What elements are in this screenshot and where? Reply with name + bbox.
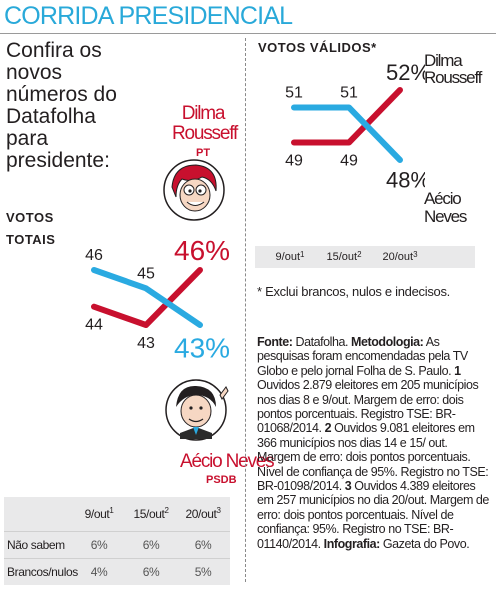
dilma-data-label: 44	[85, 316, 103, 333]
aecio-name: Aécio Neves	[180, 451, 275, 472]
metodologia-text: As pesquisas foram encomendadas pela TV …	[257, 335, 468, 378]
table-date-3-ref: 3	[216, 506, 221, 515]
infografia-text: Gazeta do Povo.	[379, 536, 470, 551]
totais-label-line1: VOTOS	[6, 210, 54, 225]
validos-dilma-name: Dilma Rousseff	[424, 51, 482, 87]
aecio-data-label: 48%	[386, 168, 425, 193]
aecio-data-label: 51	[340, 85, 358, 102]
table-cell: 6%	[142, 538, 160, 552]
dilma-data-label: 52%	[386, 60, 425, 85]
date-1-ref: 1	[300, 250, 305, 259]
dilma-name: Dilma Rousseff	[172, 103, 238, 144]
page-title: CORRIDA PRESIDENCIAL	[4, 2, 293, 30]
date-2: 15/out	[326, 251, 358, 263]
validos-aecio-name-line2: Neves	[424, 207, 467, 226]
table-cell: 5%	[194, 565, 212, 579]
totais-label-line2: TOTAIS	[6, 232, 56, 247]
subtitle-line: novos	[6, 61, 63, 84]
date-1: 9/out	[275, 251, 300, 263]
table-cell: 6%	[194, 538, 212, 552]
validos-dilma-name-line2: Rousseff	[424, 68, 482, 87]
note-2-marker: 2	[324, 421, 332, 436]
aecio-data-label: 45	[137, 265, 155, 282]
dilma-data-label: 49	[285, 152, 303, 169]
date-label-1: 9/out1	[261, 250, 313, 263]
subtitle-line: Datafolha	[6, 105, 96, 128]
validos-aecio-name-line1: Aécio	[424, 189, 462, 208]
aecio-data-label: 46	[85, 247, 103, 264]
table-date-1-ref: 1	[109, 506, 114, 515]
subtitle: Confira os novos números do Datafolha pa…	[6, 40, 176, 172]
validos-date-axis: 9/out1 15/out2 20/out3	[255, 246, 475, 268]
table-date-2: 15/out	[133, 507, 165, 521]
note-1-text: Ouvidos 2.879 eleitores em 205 município…	[257, 378, 479, 436]
table-date-2-ref: 2	[164, 506, 169, 515]
aecio-caricature-icon	[165, 379, 229, 441]
table-row-label: Não sabem	[7, 538, 65, 552]
validos-aecio-name: Aécio Neves	[424, 189, 467, 226]
dilma-data-label: 46%	[174, 240, 230, 266]
totais-label: VOTOS TOTAIS	[6, 207, 55, 251]
note-3-marker: 3	[344, 479, 352, 494]
dilma-caricature-icon	[163, 159, 225, 221]
column-divider	[245, 38, 246, 582]
table-date-3: 20/out	[185, 507, 217, 521]
table-cell: 6%	[142, 565, 160, 579]
dilma-data-label: 43	[137, 335, 155, 352]
aecio-series-line	[291, 104, 403, 163]
validos-dilma-name-line1: Dilma	[424, 51, 463, 70]
aecio-series-line	[91, 267, 203, 328]
aecio-party: PSDB	[206, 474, 237, 486]
subtitle-line: Confira os	[6, 39, 102, 62]
aecio-data-label: 43%	[174, 332, 230, 363]
dilma-series-line	[91, 267, 203, 328]
table-cell: 6%	[90, 538, 108, 552]
table-row: Brancos/nulos 4% 6% 5%	[4, 558, 230, 585]
fonte-label: Fonte:	[257, 335, 293, 349]
metodologia-label: Metodologia:	[351, 335, 424, 349]
dilma-name-line2: Rousseff	[172, 123, 238, 144]
validos-label: VOTOS VÁLIDOS*	[258, 40, 377, 55]
subtitle-line: números do	[6, 83, 117, 106]
dilma-series-line	[291, 87, 403, 146]
date-3-ref: 3	[413, 250, 418, 259]
undecided-table: 9/out1 15/out2 20/out3 Não sabem 6% 6% 6…	[4, 497, 230, 585]
chart-votos-validos: 49 49 52% 51 51 48%	[285, 60, 425, 193]
table-cell: 4%	[90, 565, 108, 579]
subtitle-line: presidente:	[6, 149, 110, 172]
fonte-text: Datafolha.	[292, 335, 352, 349]
subtitle-line: para	[6, 127, 49, 150]
note-3-text: Ouvidos 4.389 eleitores em 257 município…	[257, 479, 489, 551]
methodology-notes: Fonte: Datafolha. Metodologia: As pesqui…	[257, 335, 489, 551]
table-header-date-3: 20/out3	[177, 506, 229, 521]
dilma-data-label: 49	[340, 152, 358, 169]
dilma-name-line1: Dilma	[181, 103, 226, 124]
table-header-date-1: 9/out1	[73, 506, 125, 521]
infografia-label: Infografia:	[323, 536, 381, 551]
note-2-text: Ouvidos 9.081 eleitores em 366 município…	[257, 421, 489, 494]
title-rule	[0, 33, 496, 34]
chart-votos-totais: 44 43 46% 46 45 43%	[85, 240, 230, 363]
table-row: Não sabem 6% 6% 6%	[4, 531, 230, 558]
note-1-marker: 1	[454, 363, 461, 378]
footnote: * Exclui brancos, nulos e indecisos.	[257, 284, 450, 299]
date-3: 20/out	[382, 251, 414, 263]
aecio-data-label: 51	[285, 85, 303, 102]
date-label-2: 15/out2	[313, 250, 369, 263]
table-header-date-2: 15/out2	[125, 506, 177, 521]
table-header-row: 9/out1 15/out2 20/out3	[4, 497, 230, 531]
table-date-1: 9/out	[84, 507, 110, 521]
date-2-ref: 2	[357, 250, 362, 259]
table-row-label: Brancos/nulos	[7, 565, 78, 579]
date-label-3: 20/out3	[369, 250, 425, 263]
dilma-party: PT	[196, 147, 211, 159]
